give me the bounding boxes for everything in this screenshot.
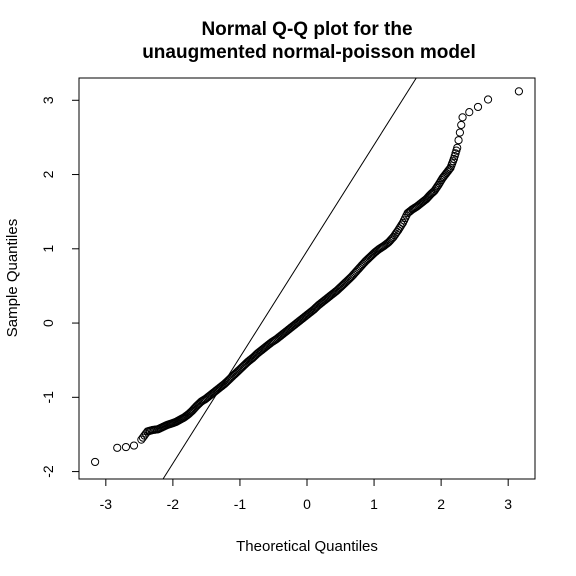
data-point bbox=[483, 95, 493, 104]
data-point-dense bbox=[140, 431, 149, 440]
data-point-dense bbox=[452, 146, 461, 155]
data-point-dense bbox=[343, 276, 352, 285]
data-point-dense bbox=[444, 166, 453, 175]
data-point-dense bbox=[385, 236, 395, 245]
x-tick-label: 0 bbox=[303, 496, 311, 512]
data-point bbox=[121, 442, 131, 452]
y-axis: -2 -1 0 1 2 3 bbox=[40, 96, 80, 478]
data-point-dense bbox=[235, 365, 244, 374]
plot-frame bbox=[78, 77, 536, 480]
data-point-dense bbox=[397, 220, 406, 229]
data-point-dense bbox=[221, 378, 230, 387]
data-point bbox=[90, 457, 100, 467]
data-point bbox=[458, 113, 467, 122]
data-point-dense bbox=[348, 271, 357, 280]
y-tick-label: 0 bbox=[40, 319, 56, 327]
data-points bbox=[90, 87, 524, 467]
data-point-dense bbox=[457, 120, 466, 130]
x-tick-label: -1 bbox=[234, 496, 247, 512]
y-tick-label: -1 bbox=[40, 391, 56, 404]
x-tick-label: 3 bbox=[504, 496, 512, 512]
data-point-dense bbox=[357, 261, 366, 270]
data-point bbox=[137, 435, 146, 444]
data-point-dense bbox=[454, 136, 463, 145]
data-point bbox=[514, 87, 524, 96]
data-point-dense bbox=[396, 222, 405, 231]
data-point-dense bbox=[448, 157, 458, 166]
data-point bbox=[113, 443, 122, 452]
data-point bbox=[473, 102, 483, 112]
data-point-dense bbox=[226, 374, 235, 383]
data-point-dense bbox=[249, 352, 258, 361]
y-tick-label: 3 bbox=[40, 96, 56, 104]
data-point-dense bbox=[138, 433, 147, 442]
y-tick-label: -2 bbox=[40, 465, 56, 478]
data-point-dense bbox=[334, 285, 343, 294]
data-point-dense bbox=[193, 401, 202, 410]
data-point-dense bbox=[240, 360, 249, 370]
data-point-dense bbox=[230, 369, 240, 379]
data-point-dense bbox=[310, 304, 319, 313]
x-axis: -3 -2 -1 0 1 2 3 bbox=[100, 478, 512, 512]
data-point-dense bbox=[189, 405, 198, 414]
x-axis-label: Theoretical Quantiles bbox=[236, 538, 378, 555]
x-tick-label: 1 bbox=[370, 496, 378, 512]
data-point-dense bbox=[353, 266, 362, 275]
reference-line-group bbox=[162, 77, 417, 480]
chart-title-line1: Normal Q-Q plot for the bbox=[201, 19, 412, 40]
data-point-dense bbox=[338, 280, 348, 289]
data-point-dense bbox=[439, 172, 448, 182]
x-tick-label: -3 bbox=[100, 496, 113, 512]
x-tick-label: -2 bbox=[167, 496, 180, 512]
data-point bbox=[129, 441, 139, 450]
data-point bbox=[465, 108, 474, 117]
x-tick-label: 2 bbox=[437, 496, 445, 512]
chart-title-line2: unaugmented normal-poisson model bbox=[142, 42, 476, 63]
data-point-dense bbox=[455, 128, 464, 137]
y-axis-label: Sample Quantiles bbox=[4, 219, 21, 337]
data-point-dense bbox=[362, 256, 371, 265]
reference-line bbox=[162, 77, 417, 480]
data-point-dense bbox=[381, 240, 390, 249]
data-point-dense bbox=[367, 251, 376, 260]
y-tick-label: 1 bbox=[40, 245, 56, 253]
y-tick-label: 2 bbox=[40, 170, 56, 178]
data-point-dense bbox=[443, 167, 452, 176]
